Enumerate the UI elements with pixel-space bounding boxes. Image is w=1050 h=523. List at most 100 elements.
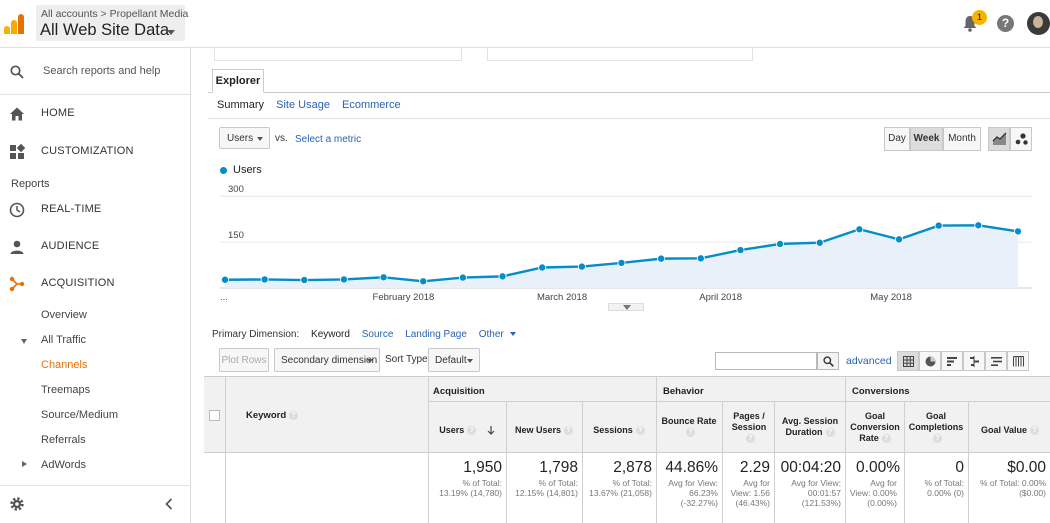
keyword-column-header[interactable]: Keyword? [246, 410, 299, 421]
chevron-down-icon [367, 359, 373, 363]
sidebar-item-realtime[interactable]: REAL-TIME [0, 195, 190, 225]
view-name[interactable]: All Web Site Data [40, 21, 170, 39]
users-chart[interactable]: 300 150... February 2018 March 2018 April 20… [192, 178, 1050, 318]
help-icon[interactable]: ? [467, 426, 477, 436]
pivot-view-button[interactable] [1007, 351, 1029, 371]
sidebar-item-audience[interactable]: AUDIENCE [0, 232, 190, 262]
plot-rows-button[interactable]: Plot Rows [219, 348, 269, 372]
sidebar: Search reports and help HOME CUSTOMIZATI… [0, 48, 191, 523]
help-icon[interactable]: ? [933, 434, 942, 444]
data-point [696, 254, 705, 263]
chevron-down-icon[interactable] [21, 339, 27, 344]
help-icon[interactable]: ? [746, 434, 755, 444]
tab-explorer[interactable]: Explorer [212, 69, 264, 93]
help-icon[interactable]: ? [289, 410, 299, 420]
select-all-checkbox[interactable] [209, 410, 220, 421]
gear-icon[interactable] [9, 496, 25, 512]
notification-badge[interactable]: 1 [972, 10, 987, 25]
analytics-logo-icon[interactable] [4, 14, 26, 34]
sidebar-item-all-traffic[interactable]: All Traffic [41, 334, 87, 346]
column-header-new-users[interactable]: New Users? [506, 425, 582, 436]
x-tick-label: ... [220, 292, 228, 303]
total-goal-value: $0.00 [1007, 459, 1046, 476]
sort-arrow-down-icon[interactable] [487, 426, 495, 435]
dimension-landing-page[interactable]: Landing Page [405, 329, 467, 340]
help-icon[interactable]: ? [825, 428, 835, 438]
chevron-down-icon[interactable] [167, 30, 175, 35]
sidebar-item-label: AUDIENCE [41, 240, 100, 252]
data-view-button[interactable] [897, 351, 919, 371]
sort-type-value: Default [435, 355, 467, 366]
comparison-icon [970, 356, 979, 367]
pie-view-button[interactable] [919, 351, 941, 371]
column-header-pages-session[interactable]: Pages / Session? [724, 411, 774, 444]
column-label: Bounce Rate [661, 416, 717, 426]
collapse-chevron-left-icon[interactable] [164, 498, 174, 510]
help-icon[interactable]: ? [881, 434, 891, 444]
period-month-button[interactable]: Month [943, 127, 981, 151]
sidebar-item-label: ACQUISITION [41, 277, 115, 289]
subtab-site-usage[interactable]: Site Usage [276, 99, 330, 111]
column-header-users[interactable]: Users? [428, 425, 506, 436]
performance-view-button[interactable] [941, 351, 963, 371]
help-icon[interactable]: ? [564, 426, 574, 436]
line-chart-toggle[interactable] [988, 127, 1010, 151]
dimension-other[interactable]: Other [478, 329, 504, 340]
total-bounce-rate: 44.86% [665, 459, 718, 476]
advanced-filter-link[interactable]: advanced [846, 355, 892, 367]
sidebar-item-treemaps[interactable]: Treemaps [41, 384, 91, 396]
metric-select[interactable]: Users [219, 127, 270, 149]
column-label: Pages / Session [731, 411, 767, 432]
sidebar-item-source-medium[interactable]: Source/Medium [41, 409, 119, 421]
data-point [934, 221, 943, 230]
period-day-button[interactable]: Day [884, 127, 910, 151]
subtab-ecommerce[interactable]: Ecommerce [342, 99, 401, 111]
column-header-sessions[interactable]: Sessions? [582, 425, 656, 436]
term-cloud-view-button[interactable] [985, 351, 1007, 371]
dimension-source[interactable]: Source [361, 329, 394, 340]
chevron-down-icon[interactable] [509, 332, 516, 337]
column-label: Avg. Session Duration [781, 416, 839, 437]
comparison-view-button[interactable] [963, 351, 985, 371]
sort-type-select[interactable]: Default [428, 348, 480, 372]
total-sessions: 2,878 [613, 459, 652, 476]
motion-chart-toggle[interactable] [1010, 127, 1032, 151]
dimension-keyword[interactable]: Keyword [311, 329, 350, 340]
explorer-tabbar: Explorer [208, 69, 1050, 93]
sidebar-item-referrals[interactable]: Referrals [41, 434, 86, 446]
period-week-button[interactable]: Week [910, 127, 943, 151]
sidebar-search[interactable]: Search reports and help [0, 48, 190, 95]
help-icon[interactable]: ? [635, 426, 645, 436]
account-breadcrumb[interactable]: All accounts > Propellant Media [41, 8, 189, 20]
table-search-input[interactable] [715, 352, 817, 370]
column-header-avg-session-duration[interactable]: Avg. Session Duration? [778, 416, 842, 438]
total-goal-completions-sub: % of Total: 0.00% (0) [924, 478, 964, 498]
chart-resize-handle[interactable] [608, 303, 644, 311]
group-behavior: Behavior [663, 386, 704, 397]
column-header-bounce-rate[interactable]: Bounce Rate? [656, 416, 722, 438]
sidebar-item-customization[interactable]: CUSTOMIZATION [0, 137, 190, 167]
data-point [776, 239, 785, 248]
secondary-dimension-select[interactable]: Secondary dimension [274, 348, 380, 372]
help-icon[interactable]: ? [997, 15, 1014, 32]
sidebar-item-adwords[interactable]: AdWords [41, 459, 87, 471]
column-header-goal-completions[interactable]: Goal Completions? [906, 411, 966, 444]
help-icon[interactable]: ? [686, 428, 695, 438]
subtab-summary[interactable]: Summary [217, 99, 265, 111]
chevron-right-icon[interactable] [22, 461, 27, 467]
column-header-goal-conversion-rate[interactable]: Goal Conversion Rate? [849, 411, 901, 444]
sidebar-item-overview[interactable]: Overview [41, 309, 87, 321]
explorer-subtabs: Summary Site Usage Ecommerce [217, 99, 410, 111]
column-header-goal-value[interactable]: Goal Value? [970, 425, 1050, 436]
select-metric-link[interactable]: Select a metric [295, 134, 362, 145]
data-point [538, 263, 547, 272]
help-icon[interactable]: ? [1030, 426, 1040, 436]
sidebar-item-acquisition[interactable]: ACQUISITION [0, 269, 190, 299]
term-cloud-icon [991, 357, 1002, 366]
sidebar-item-home[interactable]: HOME [0, 99, 190, 129]
table-search-button[interactable] [817, 352, 839, 370]
account-selector[interactable]: All accounts > Propellant Media All Web … [36, 5, 189, 41]
avatar[interactable] [1027, 12, 1050, 35]
search-input[interactable]: Search reports and help [43, 65, 161, 77]
sidebar-item-channels[interactable]: Channels [41, 359, 88, 371]
